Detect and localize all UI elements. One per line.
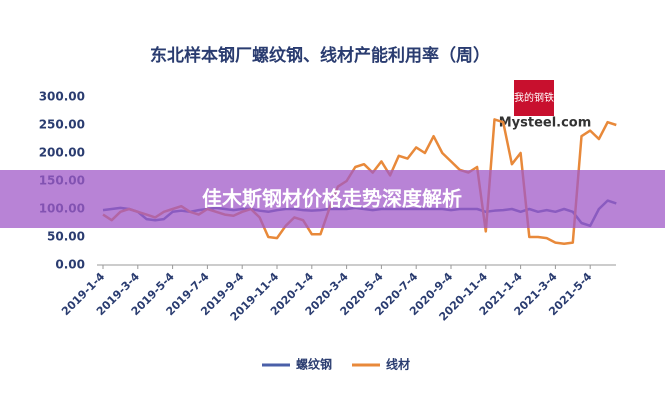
logo-box bbox=[514, 80, 554, 116]
legend-label: 螺纹钢 bbox=[296, 357, 332, 372]
y-tick-label: 300.00 bbox=[39, 90, 85, 104]
logo-text: 我的钢铁 bbox=[514, 91, 554, 104]
banner-band bbox=[0, 170, 665, 228]
watermark: Mysteel.com bbox=[499, 116, 592, 131]
y-tick-label: 0.00 bbox=[55, 258, 85, 272]
legend-label: 线材 bbox=[386, 357, 410, 372]
y-tick-label: 50.00 bbox=[47, 230, 85, 244]
y-tick-label: 200.00 bbox=[39, 146, 85, 160]
y-tick-label: 250.00 bbox=[39, 118, 85, 132]
banner-text: 佳木斯钢材价格走势深度解析 bbox=[202, 187, 462, 211]
chart-title: 东北样本钢厂螺纹钢、线材产能利用率（周） bbox=[150, 45, 490, 66]
